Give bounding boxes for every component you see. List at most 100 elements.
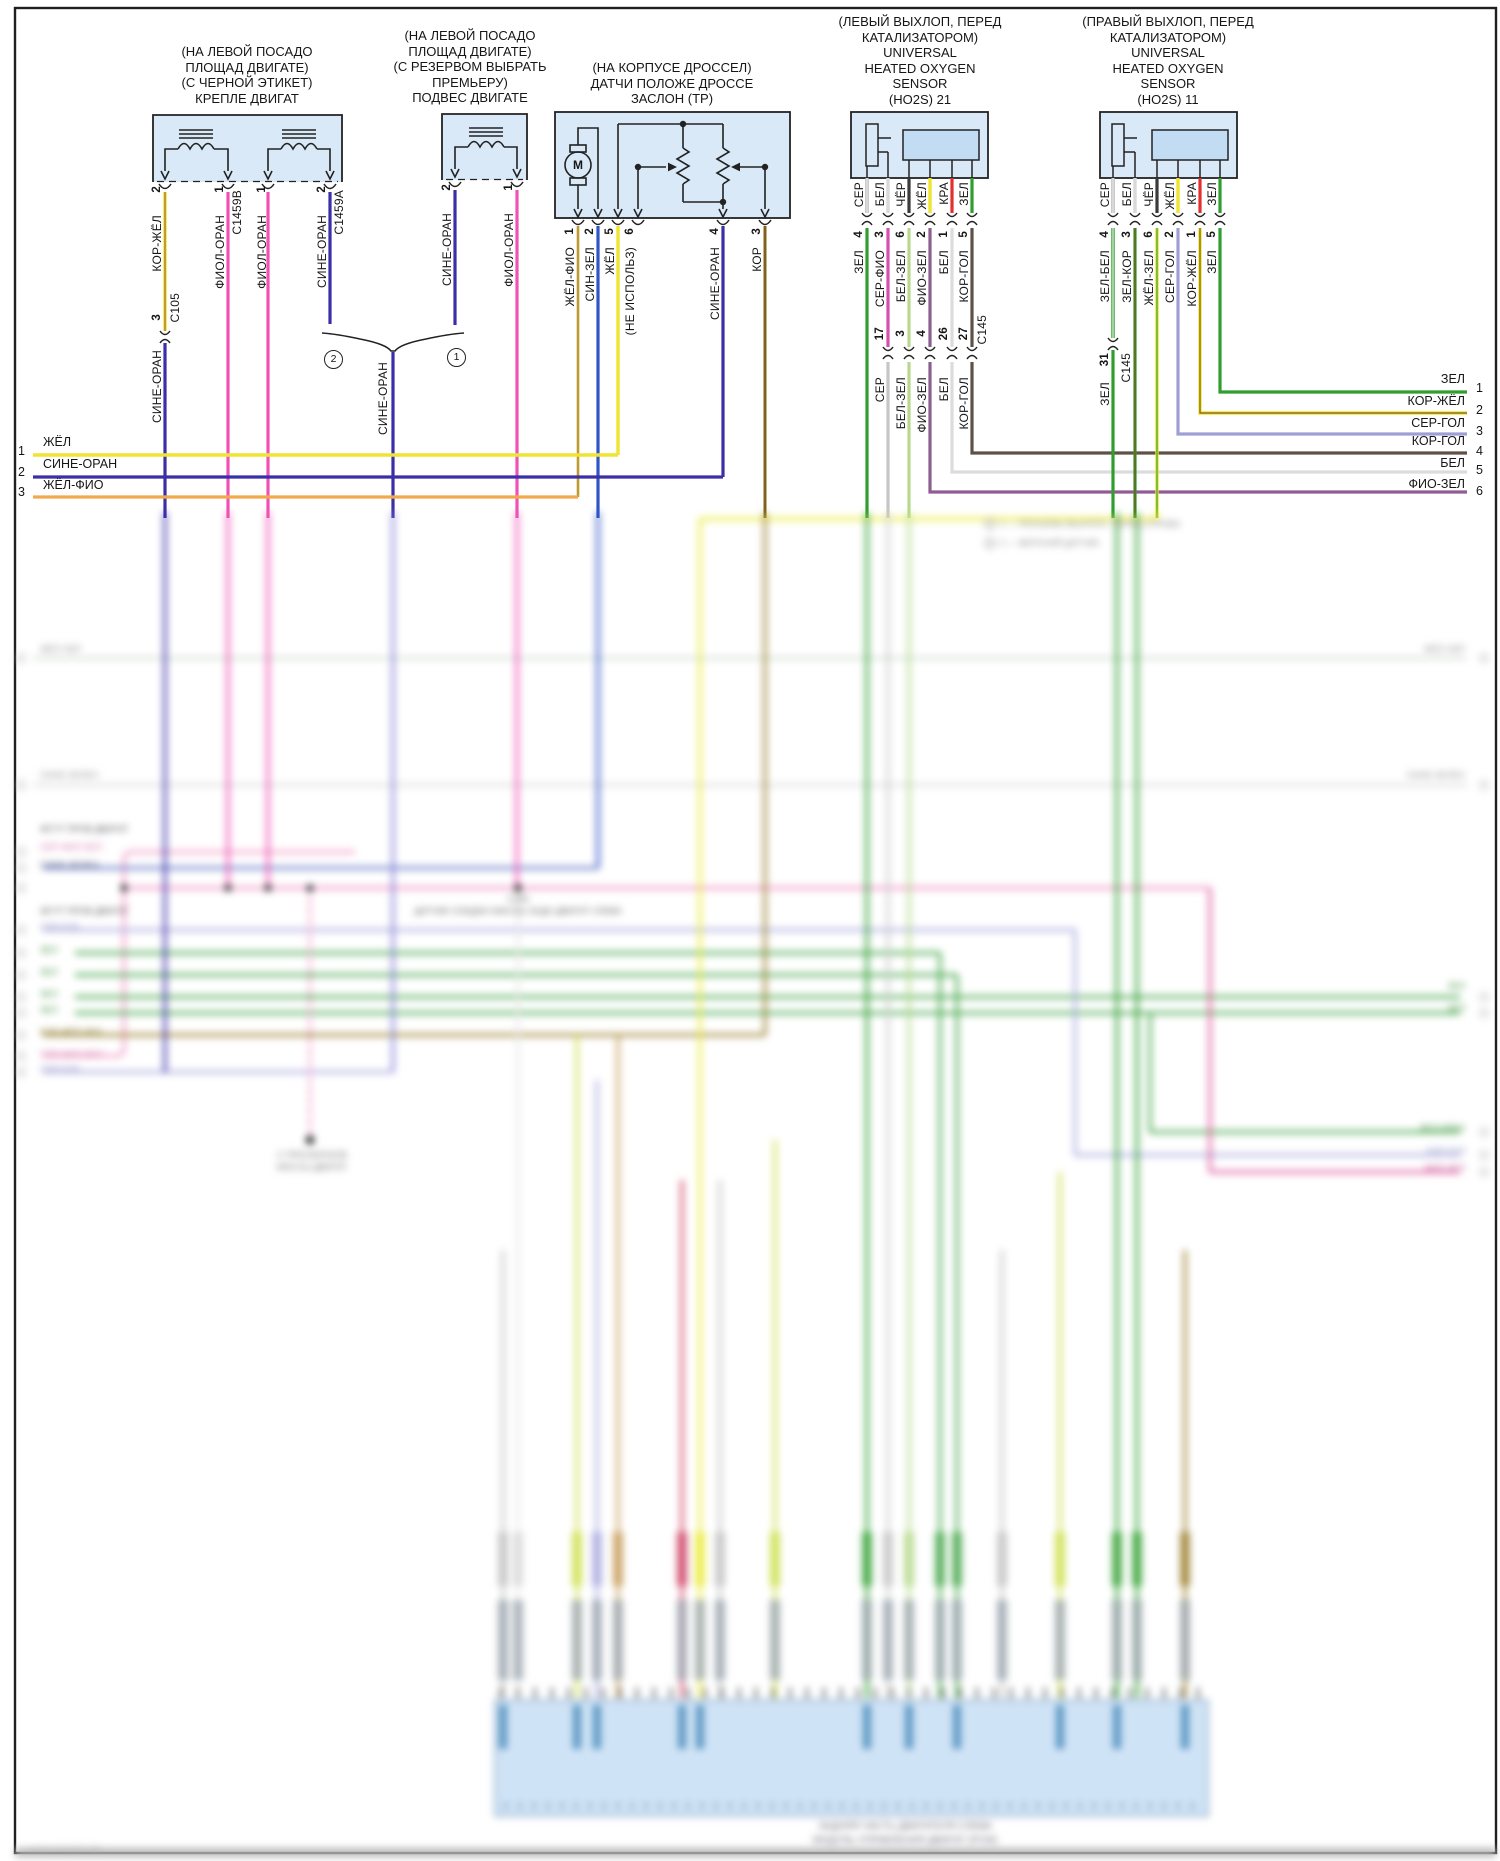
cluster-row-label: ЗЕЛ xyxy=(40,945,58,955)
wire-label: ЖЁЛ xyxy=(1163,182,1177,210)
pin-number: 1 xyxy=(938,231,950,238)
mid-caption: ДАТЧИК СОЕДИН МАССЫ ЗАДН ДВИГАТ СЛЕВА xyxy=(414,906,622,916)
left-row-number: 3 xyxy=(18,485,25,499)
wire-label: ЗЕЛ-БЕЛ xyxy=(1098,250,1112,303)
pin-number: 3 xyxy=(874,231,886,238)
header-line: HEATED OXYGEN xyxy=(1112,60,1224,76)
cluster-row-label: СИНЕ-ЗЕЛЕН xyxy=(40,860,99,870)
wire-label: КРА xyxy=(937,182,951,205)
wire-label: ЗЕЛ xyxy=(1205,182,1219,206)
right-row-label: ЗЕЛ xyxy=(1440,372,1465,386)
pin-number: 4 xyxy=(1099,231,1111,238)
header-line: (С РЕЗЕРВОМ ВЫБРАТЬ xyxy=(393,59,547,74)
header-ho2s11: (ПРАВЫЙ ВЫХЛОП, ПЕРЕД КАТАЛИЗАТОРОМ) UNI… xyxy=(1082,14,1254,107)
pin-number: 3 xyxy=(1121,231,1133,238)
header-line: (НА КОРПУСЕ ДРОССЕЛ) xyxy=(592,60,752,75)
cluster-header: ЖГУТ ПРОВ ДВИГАТ xyxy=(40,824,129,834)
wire-label: КОР-ГОЛ xyxy=(957,377,971,430)
left-row-label: СИНЕ-ОРАН xyxy=(43,457,118,471)
wire-label: ЖЁЛ-ФИО xyxy=(563,247,577,307)
left-row-number: 2 xyxy=(18,465,25,479)
right-row-label: СЕР-ГОЛ xyxy=(1411,416,1465,430)
right-row-label: ЗЕЛ xyxy=(1447,981,1465,991)
row-label: ЖЁЛ-ЧЕР xyxy=(1423,644,1465,654)
left-row-number: 1 xyxy=(18,444,25,458)
right-row-number: 6 xyxy=(1476,484,1483,498)
pin-number: 6 xyxy=(895,231,907,238)
wire-label: КОР xyxy=(750,247,764,272)
pin-number: 5 xyxy=(604,228,616,235)
pin-number: 1 xyxy=(214,186,226,193)
pin-number: 6 xyxy=(624,228,636,235)
header-line: ПЛОЩАД ДВИГАТЕ) xyxy=(185,59,309,75)
wire-label: СИНЕ-ОРАН xyxy=(440,213,454,286)
header-line: SENSOR xyxy=(892,76,948,91)
branch-circle-2: 2 xyxy=(324,350,343,369)
connector-label: C145 xyxy=(1119,353,1133,383)
right-row-label: СЕР-ГОЛ xyxy=(1426,1146,1465,1156)
ground-label-line-1: С ПРЕОБРАЗОВ xyxy=(276,1150,348,1160)
wire-label: ФИОЛ-ОРАН xyxy=(213,215,227,289)
left-row-label: ЖЁЛ-ФИО xyxy=(43,478,104,492)
header-line: (НА ЛЕВОЙ ПОСАДО xyxy=(181,44,313,59)
wire-label: ЗЕЛ xyxy=(957,182,971,206)
pin-number: 26 xyxy=(938,327,950,341)
wire-label: ФИОЛ-ОРАН xyxy=(502,213,516,287)
pin-number: 4 xyxy=(916,330,928,337)
wire-label: БЕЛ xyxy=(1120,182,1134,207)
wire-label: СЕР-ФИО xyxy=(873,250,887,308)
header-line: (С ЧЕРНОЙ ЭТИКЕТ) xyxy=(181,75,313,90)
row-label: СИНЕ-ЗЕЛЕН xyxy=(1406,770,1465,780)
connector-label: C1459A xyxy=(332,190,346,235)
wire-label: СИН-ЗЕЛ xyxy=(583,247,597,302)
branch-circle-1: 1 xyxy=(447,348,466,367)
header-line: ПОДВЕС ДВИГАТЕ xyxy=(412,90,528,105)
pin-number: 5 xyxy=(1206,231,1218,238)
pin-number: 4 xyxy=(853,231,865,238)
wire-label: СЕР xyxy=(873,377,887,403)
header-tp-sensor: (НА КОРПУСЕ ДРОССЕЛ) ДАТЧИ ПОЛОЖЕ ДРОССЕ… xyxy=(591,60,754,107)
right-row-label: ФИО-ЗЕЛ xyxy=(1408,477,1465,491)
pcm-caption-line-2: МОДУЛЬ УПРАВЛЕНИЯ ДВИГАТ (PCM) xyxy=(812,1835,998,1846)
cluster-row-label: СЕР-ГОЛ xyxy=(40,1064,79,1074)
header-line: ПРЕМЬЕРУ) xyxy=(432,74,508,90)
header-line: КАТАЛИЗАТОРОМ) xyxy=(1109,29,1227,45)
row-label: СИНЕ-ЗЕЛЕН xyxy=(40,770,99,780)
pin-number: 4 xyxy=(709,228,721,235)
header-line: КРЕПЛЕ ДВИГАТ xyxy=(195,90,299,106)
wire-label: ЖЁЛ xyxy=(603,247,617,275)
pin-number: 2 xyxy=(584,228,596,235)
wire-label: БЕЛ-ЗЕЛ xyxy=(894,377,908,430)
wire-label: СИНЕ-ОРАН xyxy=(150,350,164,423)
right-row-label: ЗЕЛ-ОРАН xyxy=(1419,1123,1465,1133)
right-row-number: 3 xyxy=(1476,424,1483,438)
wire-label: ФИО-ЗЕЛ xyxy=(915,377,929,433)
cluster-row-label: СЕР-ФИО БЕЛ xyxy=(40,1049,103,1059)
mid-connector-label: С155 xyxy=(507,894,529,904)
wire-label: СЕР xyxy=(852,182,866,208)
header-engine-mount-left: (НА ЛЕВОЙ ПОСАДО ПЛОЩАД ДВИГАТЕ) (С ЧЕРН… xyxy=(181,44,312,106)
pin-number: 1 xyxy=(564,228,576,235)
pin-number: 31 xyxy=(1099,353,1111,367)
header-line: UNIVERSAL xyxy=(1131,45,1205,60)
header-engine-mount-right: (НА ЛЕВОЙ ПОСАДО ПЛОЩАД ДВИГАТЕ) (С РЕЗЕ… xyxy=(393,28,546,106)
header-line: SENSOR xyxy=(1140,76,1196,91)
wire-label: СИНЕ-ОРАН xyxy=(315,215,329,288)
cluster-row-label: КОР-ЖЁЛ ЗЕЛ xyxy=(40,1027,102,1037)
pin-number: 1 xyxy=(256,186,268,193)
pin-number: 3 xyxy=(151,314,163,321)
pin-number: 17 xyxy=(874,327,886,341)
header-line: (ПРАВЫЙ ВЫХЛОП, ПЕРЕД xyxy=(1082,14,1254,29)
pin-number: 3 xyxy=(751,228,763,235)
header-line: КАТАЛИЗАТОРОМ) xyxy=(861,29,979,45)
cluster-header: ЖГУТ ПРОВ ДВИГАТ xyxy=(40,906,129,916)
wire-label: ЗЕЛ xyxy=(1205,250,1219,274)
wire-label-not-used: (НЕ ИСПОЛЬЗ) xyxy=(623,247,637,336)
wire-label: БЕЛ xyxy=(873,182,887,207)
right-row-label: ФИО-ЗЕЛ xyxy=(1424,1163,1465,1173)
wire-label: БЕЛ xyxy=(937,250,951,275)
